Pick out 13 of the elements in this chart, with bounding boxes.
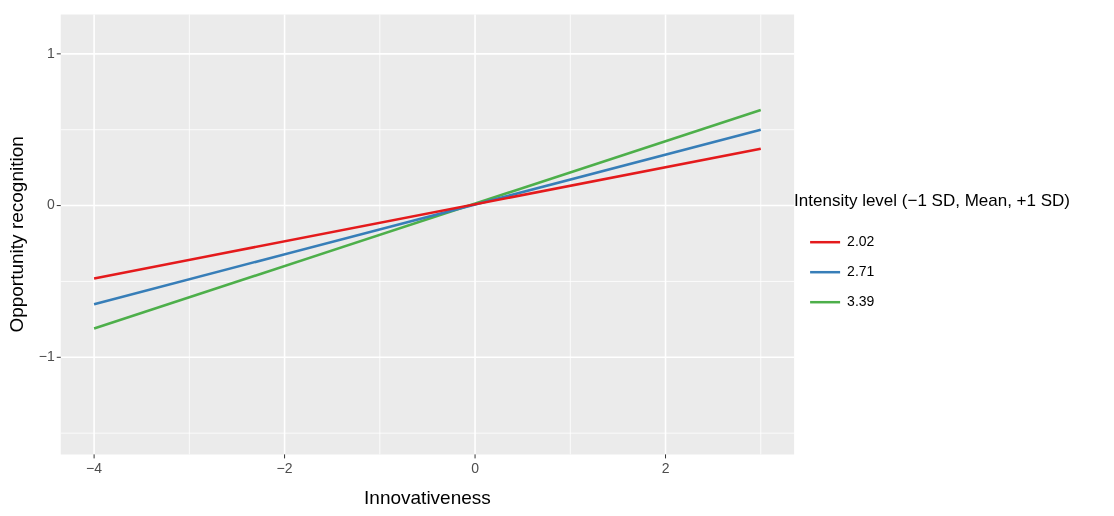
legend-label: 2.02 — [847, 233, 875, 250]
x-tick-label: −4 — [86, 459, 103, 476]
legend-label: 3.39 — [847, 293, 875, 310]
y-tick-label: −1 — [38, 348, 55, 365]
x-axis-title: Innovativeness — [364, 486, 491, 508]
y-tick-label: 0 — [46, 196, 55, 213]
x-tick-label: −2 — [276, 459, 293, 476]
x-tick-label: 2 — [661, 459, 670, 476]
y-axis-title: Opportunity recognition — [5, 136, 27, 333]
y-tick-label: 1 — [46, 44, 55, 61]
legend-title: Intensity level (−1 SD, Mean, +1 SD) — [794, 190, 1070, 210]
x-tick-label: 0 — [471, 459, 480, 476]
legend-label: 2.71 — [847, 263, 875, 280]
